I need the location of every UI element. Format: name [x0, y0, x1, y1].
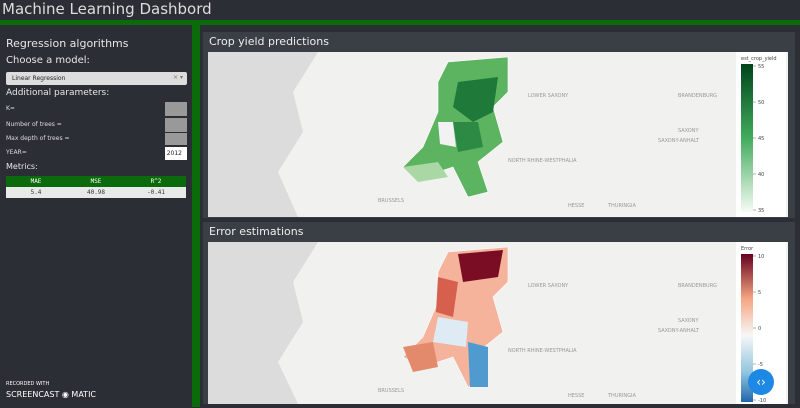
dropdown-icons: × ▾	[173, 74, 183, 81]
place-label: LOWER SAXONY	[528, 283, 569, 289]
place-label: NORTH RHINE-WESTPHALIA	[508, 158, 577, 164]
colorbar-tick-label: -10	[758, 398, 766, 404]
col-header: R^2	[126, 176, 186, 187]
colorbar-tick-label: 0	[758, 326, 761, 332]
place-label: BRUSSELS	[378, 388, 404, 394]
colorbar-tick-label: 55	[758, 64, 764, 70]
colorbar-tick-label: 45	[758, 136, 764, 142]
nav-button[interactable]: ‹›	[748, 369, 774, 395]
place-label: LOWER SAXONY	[528, 93, 569, 99]
sidebar-title: Regression algorithms	[6, 37, 129, 50]
place-label: THURINGIA	[607, 203, 637, 209]
province	[458, 250, 503, 282]
place-label: BRUSSELS	[378, 198, 404, 204]
header: Machine Learning Dashbord	[0, 0, 800, 25]
province	[436, 277, 458, 317]
input[interactable]	[165, 102, 187, 116]
col-header: MAE	[6, 176, 66, 187]
land	[208, 242, 318, 404]
colorbar-title: Error	[741, 246, 754, 252]
panel-title: Error estimations	[209, 225, 304, 238]
panel-title: Crop yield predictions	[209, 35, 329, 48]
place-label: BRANDENBURG	[678, 93, 717, 99]
param-label: Number of trees =	[6, 121, 62, 128]
input[interactable]	[165, 118, 187, 132]
colorbar-tick-label: -5	[758, 362, 763, 368]
place-label: THURINGIA	[607, 393, 637, 399]
metrics-label: Metrics:	[6, 162, 38, 171]
watermark-brand: SCREENCAST	[6, 390, 60, 399]
col-header: MSE	[66, 176, 126, 187]
metrics-table: MAE MSE R^2 5.4 40.98 -0.41	[6, 176, 186, 198]
place-label: BRANDENBURG	[678, 283, 717, 289]
province	[453, 77, 498, 122]
colorbar-tick-label: 40	[758, 172, 764, 178]
model-label: Choose a model:	[6, 55, 90, 66]
model-value: Linear Regression	[12, 75, 66, 82]
param-label: K=	[6, 105, 15, 112]
province	[433, 317, 468, 347]
sidebar: Regression algorithms Choose a model: Li…	[0, 25, 200, 407]
colorbar	[741, 64, 753, 212]
watermark-brand: MATIC	[71, 390, 97, 399]
watermark: RECORDED WITH	[6, 381, 50, 387]
map[interactable]: LOWER SAXONY BRANDENBURG SAXONY-ANHALT NORT…	[208, 52, 788, 217]
province	[403, 162, 448, 182]
colorbar-tick-label: 5	[758, 290, 761, 296]
colorbar-tick-label: 50	[758, 100, 764, 106]
map-svg: LOWER SAXONY BRANDENBURG SAXONY-ANHALT NORT…	[208, 52, 786, 217]
cell: -0.41	[126, 187, 186, 198]
map[interactable]: LOWER SAXONY BRANDENBURG SAXONY-ANHALT NORT…	[208, 242, 788, 404]
colorbar-tick-label: 10	[758, 254, 764, 260]
param-label: Max depth of trees =	[6, 135, 70, 142]
place-label: HESSE	[568, 203, 584, 209]
place-label: SAXONY-ANHALT	[658, 138, 700, 144]
panel: Crop yield predictions LOWER SAXONY BRAND…	[203, 32, 795, 218]
province	[438, 122, 456, 147]
province	[403, 342, 438, 372]
place-label: SAXONY-ANHALT	[658, 328, 700, 334]
place-label: SAXONY	[678, 128, 699, 134]
province	[468, 342, 488, 387]
cell: 5.4	[6, 187, 66, 198]
place-label: SAXONY	[678, 318, 699, 324]
land	[208, 52, 318, 217]
params-label: Additional parameters:	[6, 88, 110, 98]
panel: Error estimations LOWER SAXONY BRANDENBUR…	[203, 222, 795, 404]
watermark: SCREENCAST ◉ MATIC	[6, 390, 97, 399]
header-title: Machine Learning Dashbord	[2, 0, 212, 18]
model-dropdown[interactable]: Linear Regression × ▾	[6, 72, 187, 85]
colorbar-title: est_crop_yield	[741, 56, 777, 62]
colorbar-tick-label: 35	[758, 208, 764, 214]
colorbar	[741, 254, 753, 402]
param-label: YEAR=	[6, 149, 27, 156]
map-svg: LOWER SAXONY BRANDENBURG SAXONY-ANHALT NORT…	[208, 242, 786, 404]
province	[453, 122, 483, 152]
place-label: NORTH RHINE-WESTPHALIA	[508, 348, 577, 354]
cell: 40.98	[66, 187, 126, 198]
year-input[interactable]: 2012	[165, 147, 187, 160]
place-label: HESSE	[568, 393, 584, 399]
input[interactable]	[165, 133, 187, 145]
